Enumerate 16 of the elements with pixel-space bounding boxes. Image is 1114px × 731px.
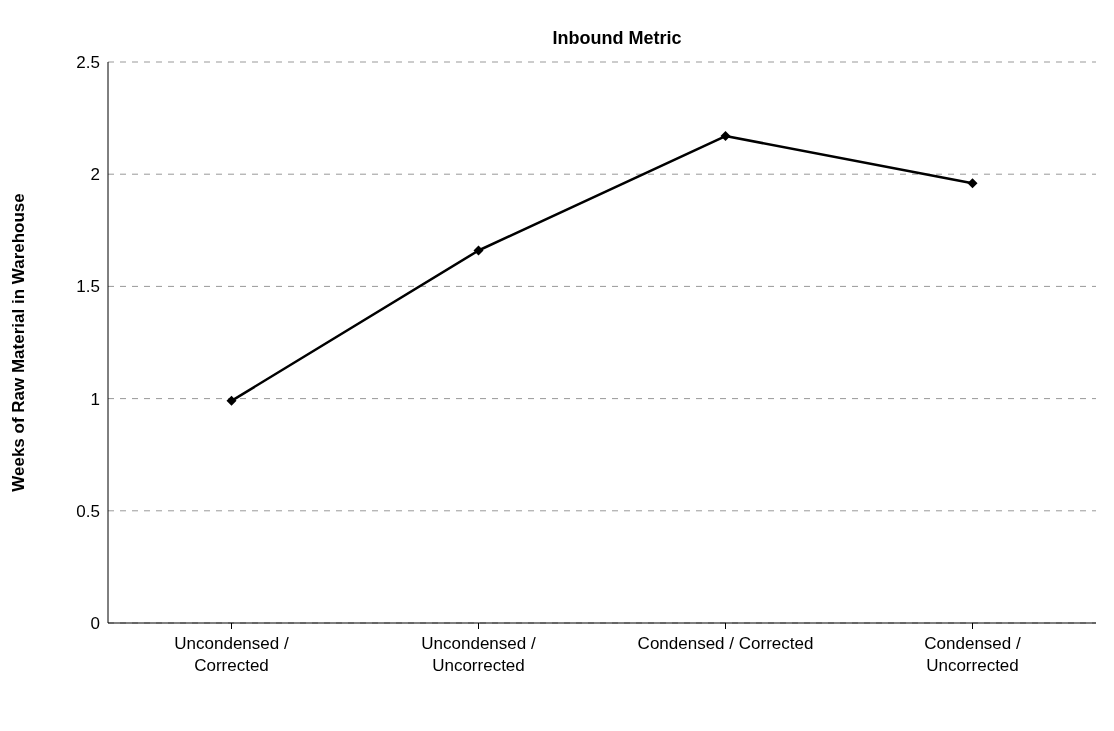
x-tick-label: Uncondensed / Corrected xyxy=(174,634,289,675)
point xyxy=(226,395,237,406)
y-tick-label: 0.5 xyxy=(76,501,100,521)
y-tick-label: 2 xyxy=(90,165,100,185)
x-tick-label: Condensed / Corrected xyxy=(637,634,814,653)
x-tick-label: Condensed / Uncorrected xyxy=(924,634,1021,675)
y-tick-label: 2.5 xyxy=(76,53,100,73)
point xyxy=(967,178,978,189)
y-tick-label: 0 xyxy=(90,614,100,634)
x-tick-label: Uncondensed / Uncorrected xyxy=(421,634,536,675)
point xyxy=(720,131,731,142)
y-axis-title: Weeks of Raw Material in Warehouse xyxy=(9,193,29,492)
point xyxy=(473,245,484,256)
y-tick-label: 1.5 xyxy=(76,277,100,297)
y-tick-label: 1 xyxy=(90,389,100,409)
chart-title: Inbound Metric xyxy=(551,28,683,49)
